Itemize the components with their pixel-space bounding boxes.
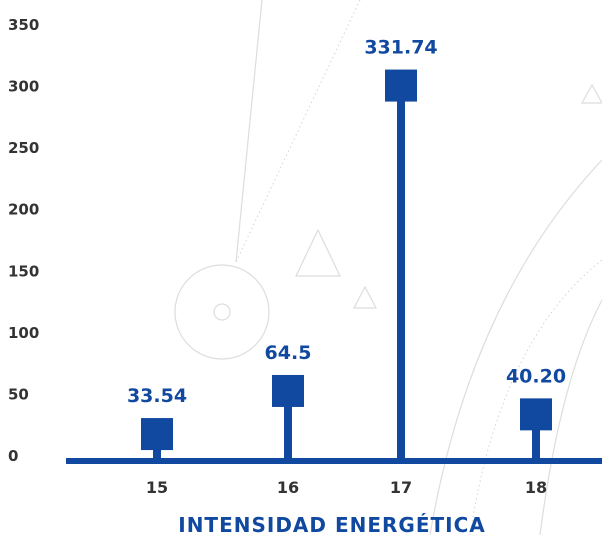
y-tick-label: 0 [8, 447, 18, 465]
y-tick-label: 250 [8, 139, 39, 157]
x-tick-label: 15 [146, 478, 168, 497]
bar-stem [284, 390, 292, 461]
bar-stem [397, 85, 405, 462]
y-tick-label: 350 [8, 16, 39, 34]
y-tick-label: 300 [8, 78, 39, 96]
x-axis-title: INTENSIDAD ENERGÉTICA [178, 513, 486, 535]
bar-stem [532, 414, 540, 461]
y-tick-label: 50 [8, 385, 29, 403]
x-tick-label: 17 [390, 478, 412, 497]
x-tick-label: 18 [525, 478, 547, 497]
y-tick-label: 150 [8, 262, 39, 280]
bar-marker [141, 418, 173, 451]
bar-marker [385, 69, 417, 102]
data-label: 33.54 [127, 385, 187, 407]
data-label: 64.5 [265, 342, 312, 364]
x-tick-label: 16 [277, 478, 299, 497]
chart-marks: 33.54 64.5 331.74 40.20 [127, 37, 566, 462]
y-tick-label: 200 [8, 201, 39, 219]
x-axis-ticks: 15 16 17 18 [146, 478, 547, 497]
background-decoration [174, 0, 602, 535]
y-tick-label: 100 [8, 324, 39, 342]
bar-marker [520, 398, 552, 431]
y-axis-ticks: 0 50 100 150 200 250 300 350 [8, 16, 39, 465]
bar-marker [272, 374, 304, 407]
data-label: 331.74 [364, 37, 437, 59]
data-label: 40.20 [506, 365, 566, 387]
